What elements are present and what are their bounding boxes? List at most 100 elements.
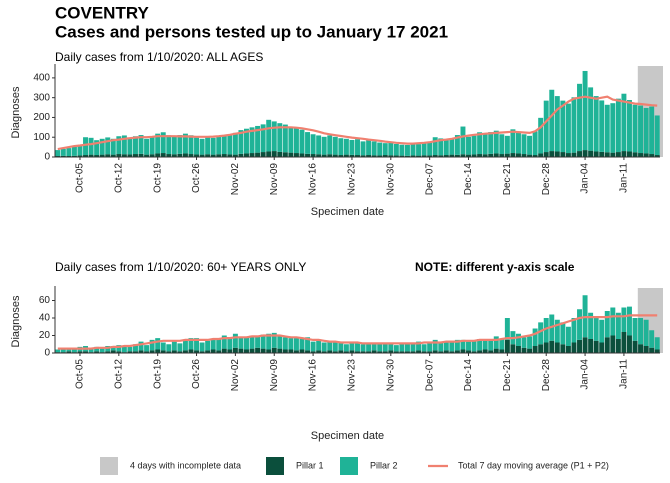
bar	[205, 340, 211, 351]
bar	[366, 140, 372, 156]
bar	[110, 350, 116, 353]
bar	[316, 350, 322, 353]
bar	[343, 138, 349, 155]
x-tick-label: Dec-07	[424, 359, 435, 392]
bar	[360, 351, 366, 353]
x-tick-label: Dec-14	[463, 359, 474, 392]
bar	[565, 153, 571, 157]
bar	[121, 135, 127, 155]
bar	[105, 137, 111, 155]
bar	[460, 154, 466, 157]
bar	[88, 154, 94, 157]
bar	[377, 155, 383, 157]
bar	[277, 123, 283, 152]
bar	[310, 154, 316, 157]
bar	[321, 154, 327, 157]
bar	[71, 348, 77, 353]
bar	[371, 141, 377, 156]
bar	[588, 87, 594, 151]
bar	[654, 155, 660, 157]
bar	[155, 133, 161, 154]
bar	[255, 152, 261, 157]
bar	[371, 155, 377, 157]
bar	[388, 350, 394, 353]
bar	[393, 155, 399, 157]
bar	[343, 154, 349, 157]
bar	[410, 351, 416, 353]
bar	[182, 350, 188, 353]
bar	[493, 153, 499, 157]
bar	[182, 339, 188, 351]
y-tick-label: 20	[39, 330, 51, 341]
bar	[277, 348, 283, 353]
bar	[299, 339, 305, 350]
bar	[83, 155, 89, 157]
bar	[604, 337, 610, 353]
bar	[182, 133, 188, 154]
bar	[477, 339, 483, 351]
bar	[571, 152, 577, 157]
x-tick-label: Oct-19	[152, 359, 163, 389]
x-tick-label: Dec-07	[424, 163, 435, 196]
bar	[366, 155, 372, 157]
x-axis-label: Specimen date	[311, 430, 384, 442]
bar	[227, 154, 233, 157]
bar	[432, 350, 438, 353]
bar	[77, 155, 83, 157]
bar	[421, 155, 427, 157]
bar	[343, 344, 349, 352]
bar	[549, 89, 555, 152]
bar	[649, 154, 655, 157]
bar	[271, 347, 277, 353]
bar	[133, 154, 138, 157]
bar	[538, 153, 544, 157]
bar	[527, 135, 533, 155]
bar	[454, 339, 460, 351]
bar	[227, 337, 233, 350]
bar	[554, 96, 560, 152]
bar	[510, 153, 516, 157]
bar	[188, 349, 194, 353]
bar	[626, 151, 632, 157]
bar	[160, 342, 166, 351]
bar	[593, 340, 599, 353]
bar	[55, 349, 61, 353]
bar	[177, 343, 183, 352]
bar	[554, 151, 560, 157]
bar	[632, 318, 638, 341]
x-tick-label: Dec-28	[541, 163, 552, 196]
bar	[210, 137, 216, 155]
bar	[382, 343, 388, 352]
bar	[421, 351, 427, 353]
bar	[515, 153, 521, 157]
page-title: COVENTRY	[55, 3, 149, 22]
bar	[88, 348, 94, 353]
bar	[621, 151, 627, 157]
bar	[66, 351, 72, 353]
bar	[260, 124, 266, 153]
bar	[554, 342, 560, 353]
bar	[449, 154, 455, 157]
x-tick-label: Nov-02	[230, 163, 241, 196]
bar	[488, 132, 494, 154]
bar	[199, 154, 205, 157]
bar	[310, 351, 316, 353]
bar	[88, 137, 94, 155]
bar	[610, 307, 616, 336]
bar	[493, 336, 499, 349]
bar	[588, 339, 594, 353]
bar	[232, 154, 238, 157]
moving-average-line	[57, 95, 658, 151]
x-tick-label: Dec-21	[502, 163, 513, 196]
bar	[438, 351, 444, 353]
bar	[332, 154, 338, 157]
bar	[449, 138, 455, 155]
bar	[238, 153, 244, 157]
bar	[94, 155, 100, 157]
bar	[155, 338, 161, 350]
bar	[160, 153, 166, 157]
bar	[327, 154, 333, 157]
bar	[244, 337, 249, 350]
bar	[416, 341, 422, 351]
bar	[427, 351, 433, 353]
